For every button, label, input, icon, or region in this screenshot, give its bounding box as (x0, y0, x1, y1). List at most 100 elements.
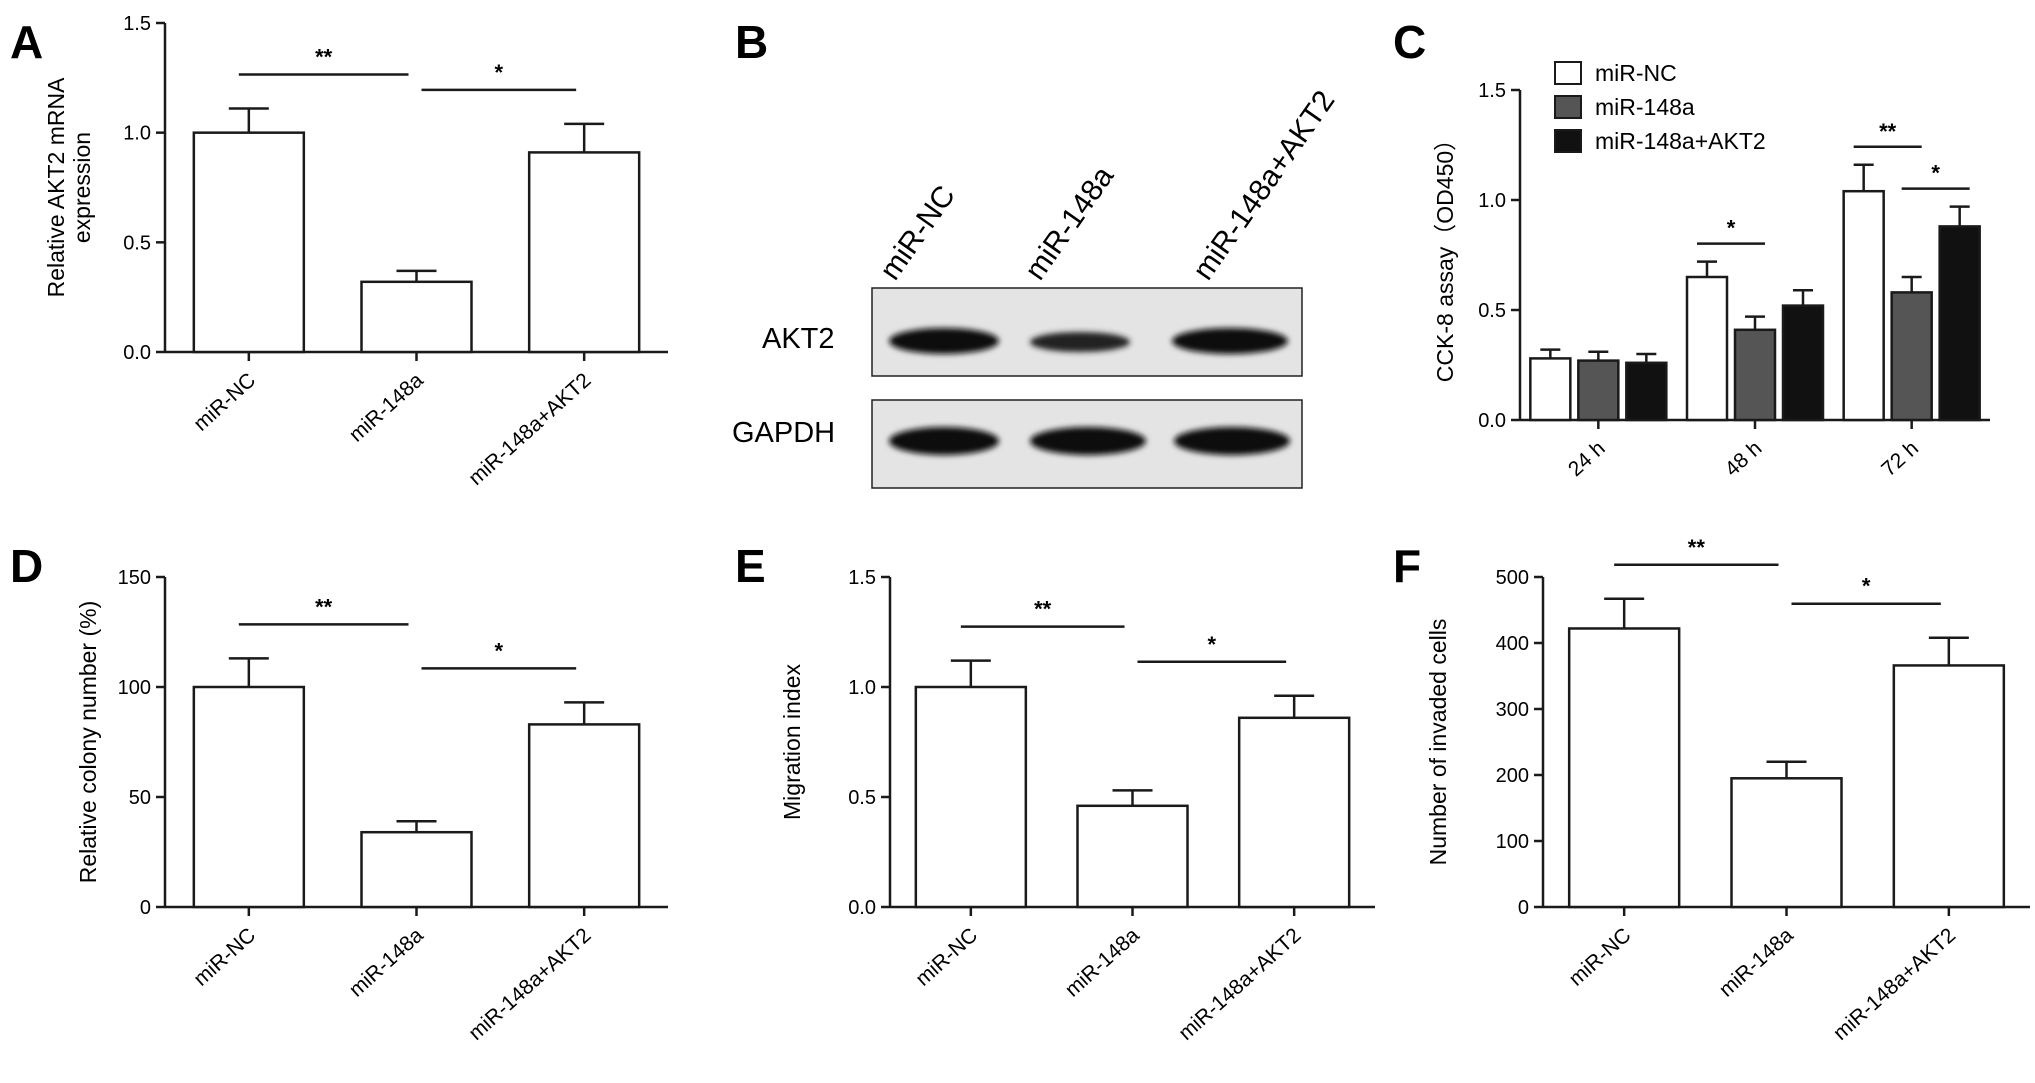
significance-label-f: ** (1688, 535, 1706, 560)
y-axis-title-a: Relative AKT2 mRNA (43, 77, 69, 298)
x-tick-label-c: 72 h (1877, 437, 1923, 481)
y-axis-title-d: Relative colony number (%) (75, 601, 101, 884)
bar-mir-148a-24-h (1577, 359, 1620, 422)
y-tick-label-c: 0.0 (1478, 410, 1506, 432)
x-tick-label-e: miR-148a (1061, 923, 1144, 1001)
blot-lane-label-mir-148a: miR-148a (1019, 160, 1121, 286)
western-blot: miR-NC miR-148a miR-148a+AKT2 AKT2 GAPDH (732, 85, 1342, 489)
bar-mir-nc-72-h (1842, 189, 1885, 422)
bar-mir-148a (360, 830, 473, 909)
legend-swatch-mir-nc (1554, 61, 1582, 85)
x-tick-label-a: miR-NC (189, 369, 260, 436)
significance-label-d: * (495, 638, 504, 663)
x-tick-label-f: miR-148a (1715, 923, 1798, 1001)
significance-label-a: ** (315, 45, 333, 70)
chart-panel-a: 0.0 0.5 1.0 1.5 Relative AKT2 mRNA expression… (43, 13, 668, 490)
y-tick-label-f: 0 (1518, 897, 1529, 919)
y-tick-label-e: 0.5 (848, 787, 876, 809)
significance-label-d: ** (315, 594, 333, 619)
x-tick-label-c: 24 h (1564, 437, 1610, 481)
y-tick-label-c: 1.5 (1478, 80, 1506, 102)
chart-panel-c: 0.0 0.5 1.0 1.5 CCK-8 assay（OD450） 24 h 48 h 72… (1432, 60, 1990, 481)
y-tick-label-a: 0.0 (123, 342, 151, 364)
bar-mir-148a-akt2-72-h (1938, 225, 1981, 422)
x-tick-label-e: miR-NC (911, 924, 982, 991)
y-tick-label-e: 0.0 (848, 897, 876, 919)
x-tick-label-f: miR-148a+AKT2 (1829, 924, 1960, 1045)
bar-mir-148a-akt2 (1892, 664, 2006, 909)
x-tick-label-e: miR-148a+AKT2 (1174, 924, 1305, 1045)
y-tick-label-d: 150 (118, 567, 151, 589)
bar-mir-148a-akt2 (527, 723, 641, 909)
blot-band-gapdh-mir-148a (1030, 427, 1146, 455)
bar-mir-nc (914, 685, 1028, 909)
y-tick-label-f: 400 (1496, 633, 1529, 655)
chart-panel-d: 0 50 100 150 Relative colony number (%) miR-N… (75, 567, 668, 1045)
panel-letter-e: E (735, 540, 766, 592)
panel-letter-c: C (1393, 16, 1426, 68)
legend-label-mir-148a-akt2: miR-148a+AKT2 (1595, 128, 1766, 154)
x-tick-label-a: miR-148a+AKT2 (464, 369, 595, 490)
bar-mir-148a-48-h (1733, 328, 1777, 422)
panel-letter-a: A (10, 16, 43, 68)
significance-label-c: ** (1879, 119, 1897, 144)
y-axis-title-c: CCK-8 assay（OD450） (1432, 128, 1458, 382)
significance-label-a: * (495, 60, 504, 85)
x-tick-label-d: miR-148a+AKT2 (464, 924, 595, 1045)
y-axis-title-f: Number of invaded cells (1425, 619, 1451, 866)
y-tick-label-c: 0.5 (1478, 300, 1506, 322)
y-tick-label-f: 300 (1496, 699, 1529, 721)
x-tick-label-a: miR-148a (345, 368, 428, 446)
legend-swatch-mir-148a-akt2 (1554, 129, 1582, 153)
bar-mir-148a-72-h (1890, 291, 1933, 422)
bar-mir-148a (360, 280, 473, 354)
significance-label-e: * (1208, 632, 1217, 657)
blot-band-akt2-mir-148a-akt2 (1172, 328, 1288, 354)
blot-lane-label-mir-148a-akt2: miR-148a+AKT2 (1187, 85, 1342, 286)
y-tick-label-e: 1.0 (848, 677, 876, 699)
bar-mir-148a-akt2-24-h (1625, 361, 1668, 422)
bar-mir-148a (1076, 804, 1189, 909)
y-tick-label-c: 1.0 (1478, 190, 1506, 212)
significance-label-e: ** (1034, 597, 1052, 622)
y-axis-title-e: Migration index (779, 664, 805, 820)
chart-panel-e: 0.0 0.5 1.0 1.5 Migration index miR-NC miR-148… (779, 567, 1375, 1045)
x-tick-label-f: miR-NC (1565, 924, 1636, 991)
y-tick-label-d: 50 (129, 787, 151, 809)
bar-mir-148a-akt2 (527, 151, 641, 354)
y-axis-title-a: expression (69, 132, 95, 243)
blot-band-akt2-mir-nc (889, 328, 999, 354)
x-tick-label-d: miR-NC (189, 924, 260, 991)
y-tick-label-d: 100 (118, 677, 151, 699)
y-tick-label-a: 1.0 (123, 123, 151, 145)
blot-lane-label-mir-nc: miR-NC (874, 180, 962, 286)
legend-label-mir-nc: miR-NC (1595, 60, 1677, 86)
significance-label-c: * (1727, 216, 1736, 241)
y-tick-label-f: 100 (1496, 831, 1529, 853)
x-tick-label-d: miR-148a (345, 923, 428, 1001)
chart-panel-f: 0 100 200 300 400 500 Number of invaded cells m… (1425, 535, 2030, 1045)
legend-swatch-mir-148a (1554, 95, 1582, 119)
bar-mir-148a (1730, 777, 1843, 909)
blot-row-label-akt2: AKT2 (762, 323, 835, 355)
panel-letter-b: B (735, 16, 768, 68)
y-tick-label-f: 500 (1496, 567, 1529, 589)
bar-mir-nc-48-h (1685, 275, 1729, 422)
y-tick-label-a: 1.5 (123, 13, 151, 35)
blot-band-gapdh-mir-nc (889, 427, 999, 455)
y-tick-label-f: 200 (1496, 765, 1529, 787)
y-tick-label-a: 0.5 (123, 232, 151, 254)
y-tick-label-e: 1.5 (848, 567, 876, 589)
bar-mir-nc-24-h (1529, 357, 1572, 422)
blot-band-gapdh-mir-148a-akt2 (1174, 427, 1290, 455)
bar-mir-nc (192, 131, 306, 354)
y-tick-label-d: 0 (140, 897, 151, 919)
x-tick-label-c: 48 h (1721, 437, 1767, 481)
bar-mir-nc (192, 685, 306, 909)
blot-band-akt2-mir-148a (1030, 332, 1130, 352)
legend-label-mir-148a: miR-148a (1595, 94, 1695, 120)
panel-letter-f: F (1393, 540, 1421, 592)
panel-letter-d: D (10, 540, 43, 592)
blot-row-label-gapdh: GAPDH (732, 417, 835, 449)
